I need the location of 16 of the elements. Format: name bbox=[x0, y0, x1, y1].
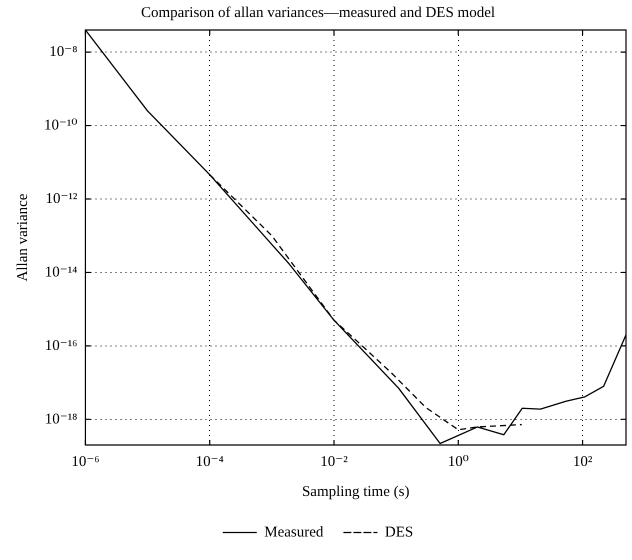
y-axis-title: Allan variance bbox=[14, 193, 31, 282]
y-tick-label: 10⁻⁸ bbox=[49, 44, 78, 60]
x-tick-label: 10⁻² bbox=[320, 454, 348, 470]
y-tick-label: 10⁻¹⁰ bbox=[44, 117, 78, 134]
x-tick-label: 10⁰ bbox=[448, 454, 469, 470]
y-tick-label: 10⁻¹⁴ bbox=[44, 264, 78, 280]
legend-label: DES bbox=[384, 524, 414, 540]
y-tick-label: 10⁻¹⁸ bbox=[44, 411, 78, 428]
legend-label: Measured bbox=[264, 524, 324, 540]
x-tick-label: 10⁻⁶ bbox=[71, 454, 100, 470]
y-tick-label: 10⁻¹² bbox=[46, 190, 78, 207]
x-tick-label: 10² bbox=[572, 454, 593, 470]
y-tick-label: 10⁻¹⁶ bbox=[44, 338, 78, 354]
chart-title: Comparison of allan variances—measured and DES model bbox=[140, 4, 496, 21]
x-axis-title: Sampling time (s) bbox=[302, 484, 410, 500]
x-tick-label: 10⁻⁴ bbox=[196, 454, 224, 470]
